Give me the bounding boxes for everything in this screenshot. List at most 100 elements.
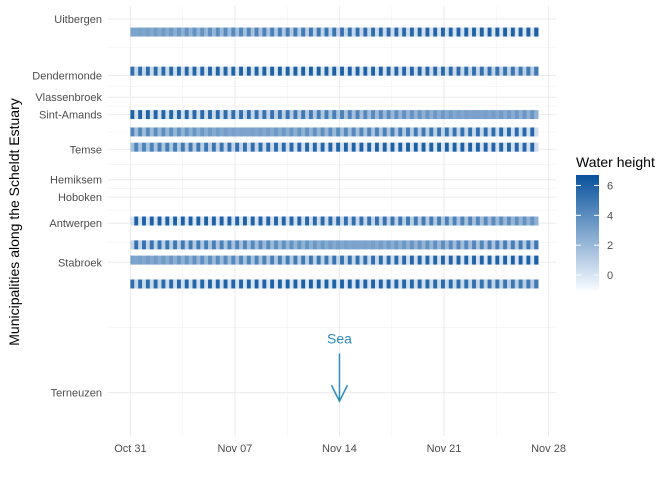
heat-tile	[444, 279, 450, 289]
heat-tile	[503, 240, 508, 250]
heat-tile	[491, 110, 496, 120]
heat-tile	[367, 279, 372, 289]
heat-tile	[258, 110, 263, 120]
heat-tile	[429, 240, 434, 250]
heat-tile	[289, 127, 294, 137]
heat-tile	[176, 240, 182, 250]
heat-tile	[192, 255, 197, 265]
heat-tile	[507, 110, 512, 120]
heat-tile	[378, 27, 384, 37]
sea-label: Sea	[327, 330, 352, 346]
heat-tile	[495, 240, 500, 250]
heat-tile	[456, 110, 461, 120]
heat-tile	[281, 255, 287, 265]
heat-tile	[204, 110, 209, 120]
heat-tile	[340, 142, 345, 152]
heat-tile	[475, 279, 481, 289]
heat-tile	[173, 127, 178, 137]
heat-tile	[452, 240, 457, 250]
heat-tile	[332, 27, 337, 37]
heat-tile	[518, 66, 523, 76]
heat-tile	[499, 66, 504, 76]
heat-tile	[266, 110, 271, 120]
heat-tile	[161, 142, 166, 152]
heat-tile	[526, 66, 531, 76]
heat-tile	[460, 127, 465, 137]
heat-tile	[258, 279, 263, 289]
heat-tile	[425, 216, 430, 226]
heat-tile	[289, 216, 294, 226]
heat-tile	[239, 127, 244, 137]
heat-tile	[219, 110, 224, 120]
heat-tile	[491, 240, 496, 250]
heat-tile	[522, 279, 527, 289]
heat-tile	[328, 240, 333, 250]
heat-tile	[382, 279, 388, 289]
heat-tile	[460, 240, 465, 250]
heat-tile	[266, 279, 271, 289]
heat-tile	[208, 142, 213, 152]
heat-tile	[472, 127, 477, 137]
heat-tile	[192, 66, 197, 76]
heat-tile	[239, 110, 244, 120]
heat-tile	[305, 255, 310, 265]
heat-tile	[208, 110, 213, 120]
legend-tick-label: 6	[607, 180, 613, 192]
heat-tile	[328, 255, 333, 265]
heat-tile	[324, 279, 329, 289]
heat-tile	[448, 255, 454, 265]
heat-tile	[378, 216, 384, 226]
heat-tile	[409, 127, 415, 137]
heat-tile	[340, 127, 345, 137]
heat-tile	[293, 216, 298, 226]
heat-tile	[495, 255, 500, 265]
heat-tile	[301, 279, 306, 289]
heat-tile	[239, 255, 244, 265]
heat-tile	[297, 240, 302, 250]
heat-tile	[204, 216, 209, 226]
heat-tile	[386, 110, 391, 120]
heat-tile	[406, 66, 411, 76]
heat-tile	[518, 240, 523, 250]
heat-tile	[145, 66, 151, 76]
heat-tile	[145, 240, 151, 250]
heat-tile	[176, 279, 182, 289]
heat-tile	[328, 27, 333, 37]
heat-tile	[200, 279, 205, 289]
heat-tile	[394, 216, 399, 226]
heat-tile	[188, 240, 193, 250]
heat-row	[130, 255, 539, 265]
heat-tile	[340, 110, 345, 120]
heat-tile	[320, 142, 325, 152]
heat-tile	[355, 216, 360, 226]
heat-tile	[514, 255, 520, 265]
heat-tile	[483, 240, 489, 250]
heat-tile	[343, 255, 349, 265]
heat-tile	[363, 142, 368, 152]
heat-tile	[507, 216, 512, 226]
heat-tile	[472, 66, 477, 76]
heat-tile	[316, 279, 322, 289]
heat-tile	[270, 255, 275, 265]
heat-tile	[142, 127, 147, 137]
heat-tile	[285, 110, 290, 120]
heat-tile	[421, 142, 426, 152]
heat-tile	[250, 240, 256, 250]
heat-tile	[316, 27, 322, 37]
heat-tile	[235, 27, 240, 37]
heat-tile	[242, 142, 248, 152]
heat-tile	[534, 27, 539, 37]
heat-tile	[332, 110, 337, 120]
heat-tile	[173, 66, 178, 76]
heat-tile	[250, 127, 256, 137]
heat-tile	[328, 216, 333, 226]
heat-tile	[145, 110, 151, 120]
heat-tile	[343, 142, 349, 152]
heat-tile	[309, 240, 314, 250]
heat-tile	[157, 279, 162, 289]
heat-tile	[487, 255, 492, 265]
heat-tile	[475, 27, 481, 37]
heat-tile	[192, 27, 197, 37]
heat-tile	[367, 66, 372, 76]
heat-tile	[386, 127, 391, 137]
